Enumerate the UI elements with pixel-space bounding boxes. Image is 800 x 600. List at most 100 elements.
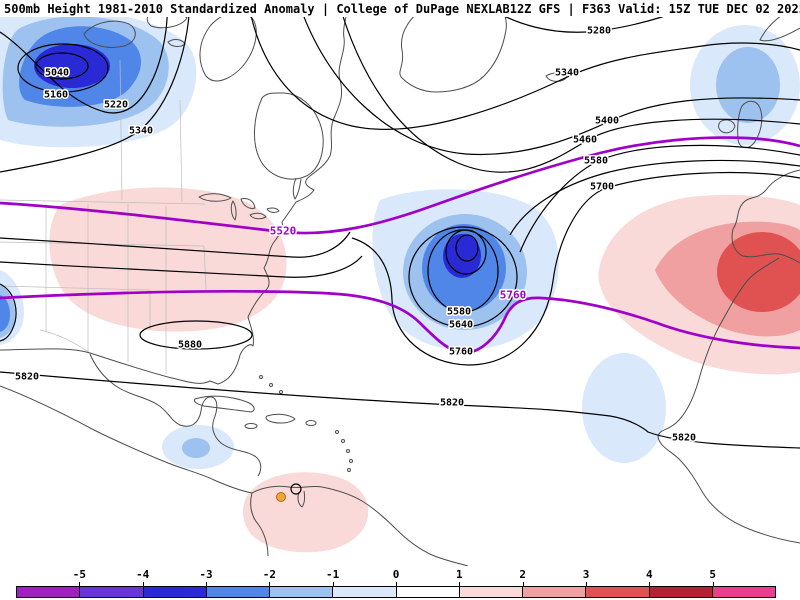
colorbar-tick--3: -3: [199, 568, 213, 581]
contour-left-edge-low: [0, 283, 17, 342]
anomaly-neg-africa-west: [582, 353, 666, 463]
colorbar-tick-1: 1: [456, 568, 463, 581]
contour-label-5820: 5820: [15, 372, 39, 383]
colorbar-tick-5: 5: [709, 568, 716, 581]
contour-label-5280: 5280: [587, 26, 611, 37]
colorbar-segment-0: [17, 587, 81, 597]
south-america-north-coastline: [251, 485, 469, 567]
colorbar-segment-6: [396, 587, 460, 597]
province-border: [179, 99, 183, 203]
colorbar-tick--1: -1: [326, 568, 340, 581]
colorbar-tick-mark: [459, 582, 461, 586]
colorbar-tick--4: -4: [136, 568, 150, 581]
colorbar-tick-mark: [522, 582, 524, 586]
hispaniola-coastline: [265, 413, 296, 424]
highlight-contour-5520: [0, 136, 800, 235]
colorbar-tick--2: -2: [262, 568, 276, 581]
contour-label-5220: 5220: [104, 100, 128, 111]
contour-label-5640: 5640: [449, 320, 473, 331]
contour-5640-east: [509, 159, 800, 236]
colorbar-tick-mark: [332, 582, 334, 586]
contours-layer: [0, 0, 800, 495]
ireland-coastline: [718, 119, 736, 134]
colorbar-tick-mark: [649, 582, 651, 586]
run-valid-info: 12Z GFS | F363 Valid: 15Z TUE DEC 02 202…: [509, 2, 800, 16]
mexico-pacific-coastline: [0, 385, 253, 494]
antilles-island: [347, 468, 351, 472]
anomaly-neg-caribbean-core: [182, 438, 210, 458]
colorbar-tick-mark: [206, 582, 207, 586]
contour-5580-east: [519, 144, 800, 253]
contour-5220: [0, 0, 169, 114]
contour-cutoff-inner: [445, 229, 487, 275]
lake-maracaibo: [297, 490, 306, 508]
north-america-coastline: [0, 0, 351, 385]
anomaly-pos-us: [49, 187, 287, 332]
colorbar-segment-5: [333, 587, 397, 597]
state-border: [203, 245, 207, 291]
colorbar-tick-0: 0: [392, 568, 400, 581]
contour-label-5580: 5580: [447, 307, 471, 318]
contour-5880-closed: [139, 320, 253, 350]
highlight-contour-5760: [0, 290, 800, 355]
lake-erie: [249, 212, 267, 220]
colorbar-tick-mark: [712, 582, 714, 586]
anomaly-colorbar: [16, 586, 776, 598]
coastlines-layer: [0, 0, 800, 567]
contour-label-5880: 5880: [178, 340, 202, 351]
bahamas-island: [279, 390, 283, 394]
contour-small-closed: [290, 483, 302, 495]
anomaly-shading-layer: [0, 8, 800, 553]
puerto-rico: [305, 420, 317, 426]
europe-coastline: [731, 169, 800, 264]
lake-superior: [198, 193, 232, 202]
anomaly-neg-left-edge-core: [0, 295, 10, 332]
colorbar-segment-3: [206, 587, 270, 597]
colorbar-segment-9: [586, 587, 650, 597]
colorbar-tick-mark: [142, 582, 144, 586]
contour-labels-layer: 5040 5160 5220 5340 5280 5340 5400 5460 5580 5700…: [13, 24, 697, 445]
south-america-pacific-coastline: [250, 492, 269, 557]
africa-coastline: [657, 257, 800, 544]
cuba-coastline: [194, 395, 255, 413]
hudson-bay-coastline: [254, 92, 324, 180]
arctic-island: [83, 20, 136, 48]
james-bay-coastline: [292, 177, 302, 200]
antilles-island: [335, 430, 339, 434]
bahamas-island: [269, 383, 273, 387]
great-britain-coastline: [737, 100, 763, 149]
contour-5460: [337, 0, 800, 173]
antilles-island: [349, 459, 353, 463]
contour-cutoff-inner: [455, 234, 479, 262]
contour-label-5340: 5340: [129, 126, 153, 137]
antilles-island: [346, 449, 350, 453]
colorbar-tick-2: 2: [519, 568, 526, 581]
contour-cutoff-5640: [408, 226, 518, 328]
contour-5340-east: [247, 0, 800, 130]
colorbar-segment-8: [523, 587, 587, 597]
lake-michigan: [230, 200, 237, 221]
colorbar-tick-mark: [396, 582, 397, 586]
antilles-island: [341, 439, 345, 443]
lake-huron: [240, 198, 256, 209]
contour-label-5700: 5700: [590, 182, 614, 193]
contour-label-5040: 5040: [45, 68, 69, 79]
lake-ontario: [266, 207, 280, 213]
contour-label-5400: 5400: [595, 116, 619, 127]
jamaica: [244, 423, 258, 429]
contour-5700: [351, 171, 800, 366]
highlight-contours-layer: [0, 136, 800, 355]
contour-label-5820: 5820: [672, 433, 696, 444]
colorbar-segment-2: [143, 587, 207, 597]
bahamas-island: [259, 375, 263, 379]
colorbar-segment-11: [712, 587, 775, 597]
orange-circle-marker: [276, 492, 286, 502]
mexico-gulf-coastline: [89, 353, 262, 477]
anomaly-pos-venezuela: [242, 472, 369, 553]
contour-label-5580: 5580: [584, 156, 608, 167]
colorbar-tick-mark: [586, 582, 587, 586]
baffin-island: [199, 11, 257, 82]
contour-label-5520: 5520: [270, 225, 297, 238]
